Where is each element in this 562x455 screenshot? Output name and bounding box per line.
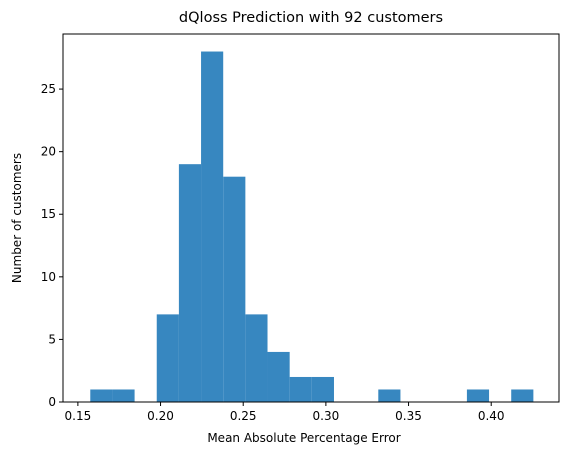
x-tick-label-0: 0.15 bbox=[65, 409, 92, 423]
chart-title: dQloss Prediction with 92 customers bbox=[179, 10, 443, 26]
histogram-bar-1 bbox=[112, 389, 135, 402]
histogram-bar-0 bbox=[90, 389, 113, 402]
x-axis-ticks: 0.15 0.20 0.25 0.30 0.35 0.40 bbox=[65, 402, 505, 423]
histogram-bar-8 bbox=[267, 351, 290, 402]
histogram-bar-3 bbox=[156, 314, 179, 402]
histogram-bar-5 bbox=[201, 51, 224, 403]
x-tick-label-3: 0.30 bbox=[313, 409, 340, 423]
plot-frame bbox=[62, 33, 560, 403]
histogram-bar-6 bbox=[223, 176, 246, 402]
histogram-bar-4 bbox=[178, 164, 202, 402]
histogram-bar-13 bbox=[378, 389, 401, 402]
y-tick-label-0: 0 bbox=[48, 395, 56, 409]
y-tick-label-4: 20 bbox=[41, 145, 56, 159]
x-tick-label-5: 0.40 bbox=[478, 409, 505, 423]
y-tick-label-2: 10 bbox=[41, 270, 56, 284]
y-tick-label-3: 15 bbox=[41, 207, 56, 221]
y-tick-label-1: 5 bbox=[48, 332, 56, 346]
histogram-bar-17 bbox=[466, 389, 490, 402]
histogram-bar-7 bbox=[245, 314, 268, 402]
histogram-bar-9 bbox=[289, 376, 312, 402]
x-axis-label: Mean Absolute Percentage Error bbox=[207, 431, 400, 445]
bars-group bbox=[90, 51, 534, 403]
y-axis-label: Number of customers bbox=[10, 153, 24, 283]
x-tick-label-2: 0.25 bbox=[230, 409, 257, 423]
x-tick-label-1: 0.20 bbox=[147, 409, 174, 423]
y-tick-label-5: 25 bbox=[41, 82, 56, 96]
x-tick-label-4: 0.35 bbox=[395, 409, 422, 423]
histogram-bar-10 bbox=[311, 376, 334, 402]
histogram-bar-19 bbox=[511, 389, 534, 402]
y-axis-ticks: 0 5 10 15 20 25 bbox=[41, 82, 63, 409]
